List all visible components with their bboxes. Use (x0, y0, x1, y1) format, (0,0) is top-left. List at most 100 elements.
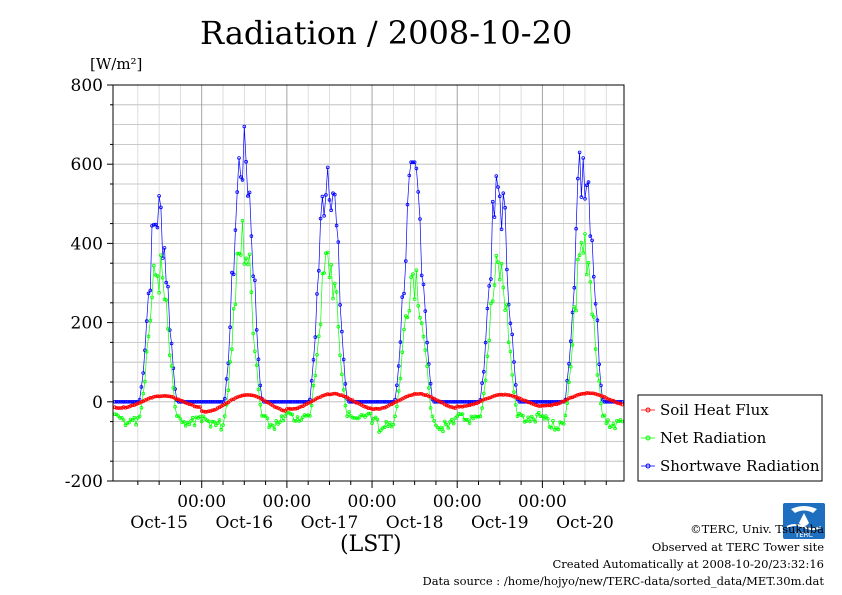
data-point (267, 425, 271, 430)
data-point (551, 402, 555, 407)
data-point (116, 414, 121, 418)
footer-created: Created Automatically at 2008-10-20/23:3… (552, 557, 825, 571)
data-point (249, 234, 254, 238)
data-point (130, 403, 135, 408)
data-point (497, 392, 502, 397)
data-point (299, 404, 303, 409)
data-point (316, 395, 321, 400)
data-point (577, 150, 582, 155)
data-point (286, 399, 291, 404)
data-point (375, 399, 380, 404)
data-point (524, 419, 529, 423)
data-point (341, 357, 346, 362)
data-point (577, 253, 582, 258)
data-point (160, 275, 165, 280)
data-point (458, 404, 463, 409)
data-point (535, 403, 539, 408)
data-point (428, 406, 433, 410)
data-point (178, 417, 183, 421)
data-point (531, 399, 536, 404)
data-point (382, 425, 387, 430)
data-point (510, 332, 515, 337)
data-point (192, 423, 197, 428)
data-point (246, 194, 250, 198)
data-point (450, 399, 454, 404)
data-point (336, 324, 341, 329)
data-point (538, 404, 543, 408)
data-point (405, 202, 410, 207)
data-point (276, 422, 280, 426)
data-point (586, 260, 591, 265)
data-point (153, 394, 158, 399)
data-point (483, 397, 488, 401)
data-point (246, 262, 250, 267)
data-point (451, 405, 456, 410)
data-point (460, 404, 465, 409)
data-point (258, 383, 263, 388)
data-point (448, 399, 452, 404)
data-point (139, 405, 144, 410)
x-day-label: Oct-18 (386, 513, 444, 533)
data-point (460, 399, 465, 404)
data-point (196, 399, 201, 404)
data-point (552, 399, 557, 404)
data-point (192, 399, 197, 404)
data-point (118, 416, 122, 420)
data-point (139, 385, 144, 389)
data-point (581, 251, 585, 255)
data-point (343, 403, 348, 408)
data-point (272, 427, 277, 431)
data-point (487, 284, 492, 288)
data-point (120, 399, 124, 404)
data-point (395, 399, 399, 404)
data-point (254, 328, 259, 332)
data-point (194, 404, 199, 409)
data-point (377, 407, 381, 411)
x-day-label: Oct-20 (556, 513, 614, 533)
data-point (407, 393, 412, 398)
data-point (116, 406, 121, 410)
data-point (207, 419, 211, 424)
data-point (453, 416, 458, 420)
data-point (194, 415, 199, 420)
data-point (247, 252, 252, 257)
data-point (283, 399, 287, 404)
data-point (588, 234, 593, 238)
data-point (324, 251, 328, 256)
y-tick-label: 400 (71, 234, 103, 254)
data-point (320, 194, 325, 199)
data-point (201, 414, 206, 419)
data-point (595, 373, 600, 377)
data-point (576, 392, 580, 397)
data-point (251, 393, 256, 398)
data-point (450, 405, 454, 409)
data-point (597, 393, 601, 397)
data-point (583, 232, 587, 236)
data-point (379, 428, 383, 433)
data-point (430, 396, 435, 400)
data-point (159, 253, 163, 258)
data-point (139, 399, 144, 404)
data-point (279, 414, 284, 419)
data-point (568, 395, 573, 400)
data-point (233, 396, 238, 400)
data-point (423, 393, 428, 398)
data-point (591, 391, 596, 396)
data-point (338, 393, 342, 398)
x-time-label: 00:00 (177, 492, 226, 512)
data-point (309, 403, 314, 408)
data-point (512, 390, 516, 394)
data-point (402, 327, 406, 332)
data-point (558, 420, 562, 425)
data-point (301, 415, 305, 420)
data-point (533, 403, 538, 407)
data-point (364, 399, 369, 404)
data-point (584, 272, 589, 277)
data-point (143, 379, 147, 384)
data-point (446, 426, 451, 430)
data-point (579, 195, 584, 199)
data-point (132, 403, 137, 407)
data-point (185, 401, 190, 406)
data-point (114, 399, 119, 404)
logo-text: TERC (794, 531, 813, 539)
